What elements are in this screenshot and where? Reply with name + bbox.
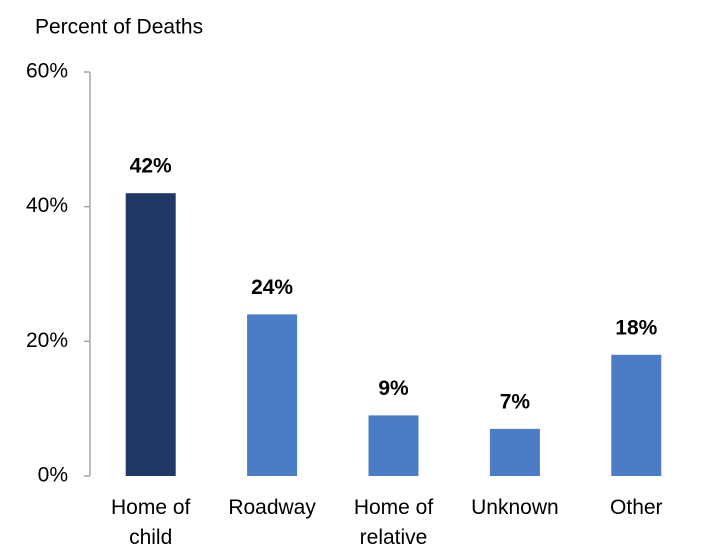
bar (368, 415, 419, 476)
bar (489, 428, 540, 476)
bar (611, 354, 662, 476)
value-label: 24% (251, 276, 293, 299)
value-label: 18% (615, 316, 657, 339)
x-tick-label: Other (610, 496, 663, 519)
value-label: 42% (130, 155, 172, 178)
y-tick-label: 0% (38, 464, 68, 487)
y-tick-label: 40% (26, 194, 68, 217)
y-tick-label: 60% (26, 60, 68, 83)
x-tick-label: Roadway (228, 496, 316, 519)
value-label: 7% (500, 390, 531, 413)
bar (247, 314, 298, 476)
y-tick-label: 20% (26, 329, 68, 352)
x-tick-label: Home of relative (353, 496, 434, 549)
x-tick-label: Home of child (111, 496, 191, 549)
x-tick-label: Unknown (471, 496, 559, 519)
y-axis-label: Percent of Deaths (35, 16, 203, 39)
value-label: 9% (378, 377, 409, 400)
bar (125, 193, 176, 476)
